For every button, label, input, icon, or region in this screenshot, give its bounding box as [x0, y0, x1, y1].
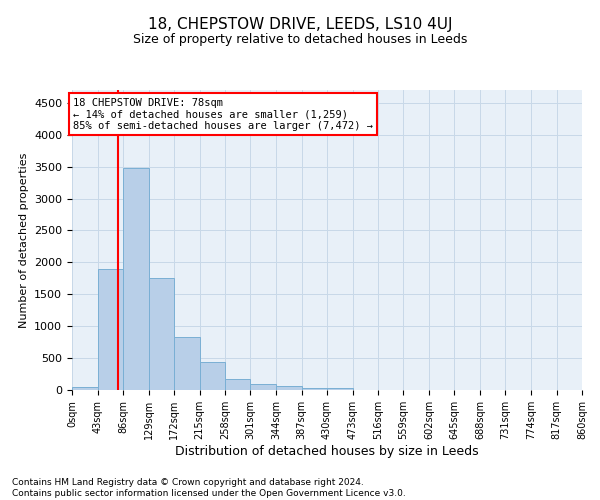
Bar — [327, 388, 353, 390]
Bar — [251, 384, 276, 390]
Bar — [302, 388, 327, 390]
Bar — [97, 268, 123, 390]
Text: Size of property relative to detached houses in Leeds: Size of property relative to detached ho… — [133, 32, 467, 46]
Bar — [149, 278, 174, 390]
Bar — [276, 386, 302, 390]
Text: 18 CHEPSTOW DRIVE: 78sqm
← 14% of detached houses are smaller (1,259)
85% of sem: 18 CHEPSTOW DRIVE: 78sqm ← 14% of detach… — [73, 98, 373, 131]
Bar — [123, 168, 149, 390]
Bar — [199, 362, 225, 390]
Text: 18, CHEPSTOW DRIVE, LEEDS, LS10 4UJ: 18, CHEPSTOW DRIVE, LEEDS, LS10 4UJ — [148, 18, 452, 32]
X-axis label: Distribution of detached houses by size in Leeds: Distribution of detached houses by size … — [175, 444, 479, 458]
Y-axis label: Number of detached properties: Number of detached properties — [19, 152, 29, 328]
Bar — [174, 337, 199, 390]
Text: Contains HM Land Registry data © Crown copyright and database right 2024.
Contai: Contains HM Land Registry data © Crown c… — [12, 478, 406, 498]
Bar — [72, 387, 97, 390]
Bar — [225, 379, 251, 390]
